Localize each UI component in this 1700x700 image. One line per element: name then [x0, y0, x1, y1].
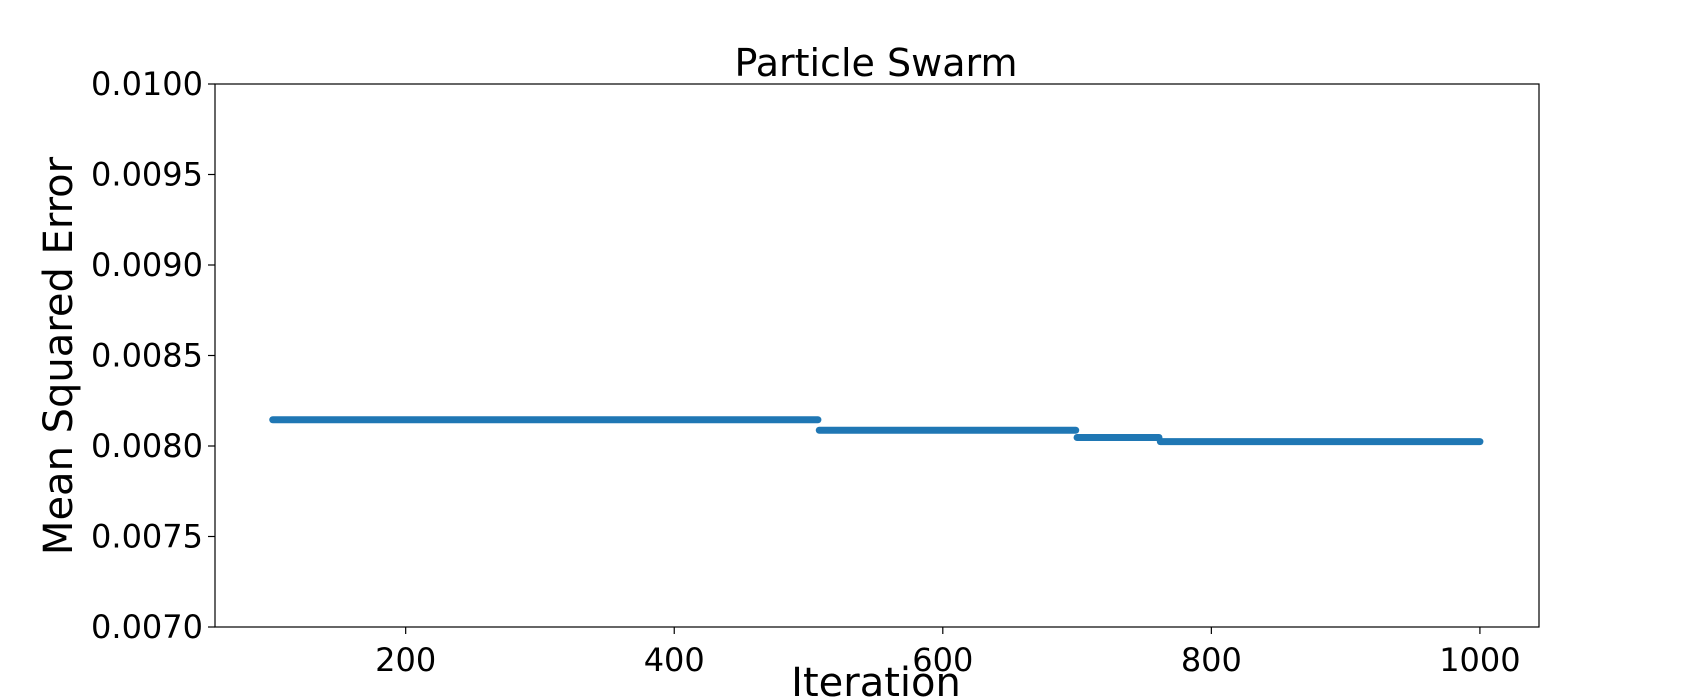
y-tick-label: 0.0070	[91, 608, 203, 646]
x-tick-label: 200	[375, 641, 436, 679]
y-tick-label: 0.0075	[91, 518, 203, 556]
y-tick-label: 0.0085	[91, 337, 203, 375]
x-axis-label: Iteration	[791, 660, 961, 700]
y-tick-label: 0.0080	[91, 427, 203, 465]
y-axis-label: Mean Squared Error	[36, 156, 82, 555]
plot-frame	[214, 83, 1540, 628]
y-tick-label: 0.0095	[91, 156, 203, 194]
x-tick-label: 600	[912, 641, 973, 679]
chart-title: Particle Swarm	[735, 41, 1018, 85]
x-tick-label: 400	[644, 641, 705, 679]
y-tick-label: 0.0100	[91, 65, 203, 103]
y-axis: 0.0070 0.0075 0.0080 0.0085 0.0090 0.0095 0.01…	[91, 65, 215, 646]
x-tick-label: 800	[1181, 641, 1242, 679]
y-tick-label: 0.0090	[91, 246, 203, 284]
x-tick-label: 1000	[1439, 641, 1520, 679]
x-axis: 200 400 600 800 1000	[375, 627, 1521, 679]
plot-marks	[269, 416, 1484, 446]
